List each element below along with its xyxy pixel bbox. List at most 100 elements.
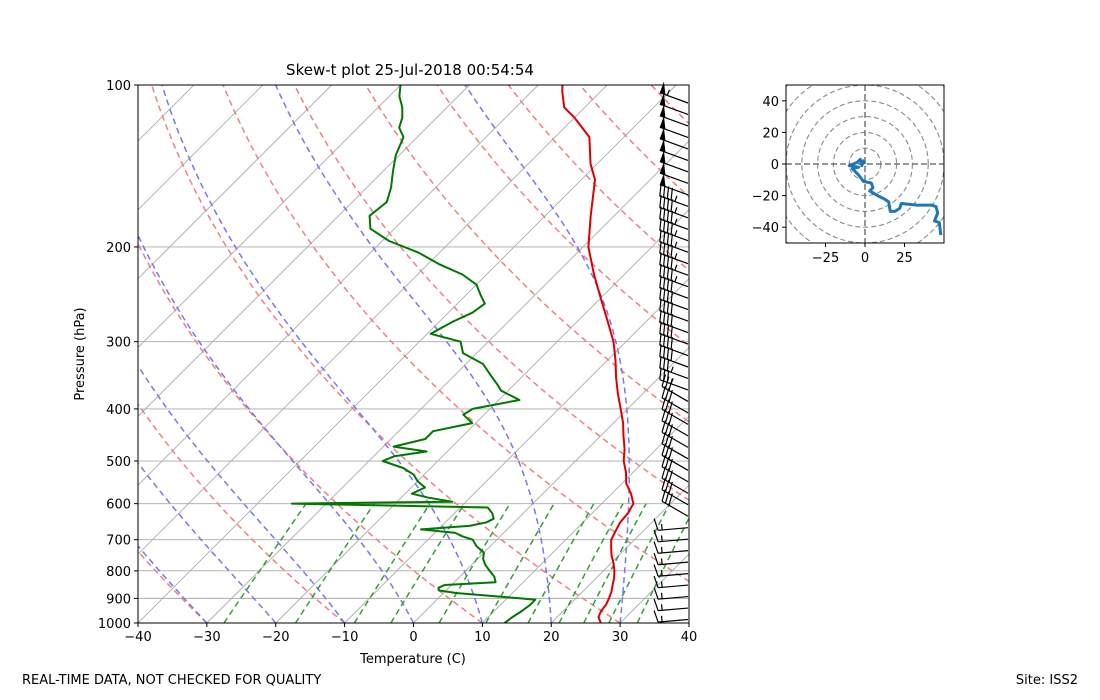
y-tick-label: 900 [106, 592, 131, 607]
skewt-frame [137, 84, 690, 624]
hodograph-y-tick-label: 0 [771, 158, 779, 173]
y-tick-label: 200 [106, 241, 131, 256]
isotherm-line [482, 415, 689, 623]
moist-adiabat-line [138, 364, 346, 623]
wind-barb [661, 408, 689, 437]
wind-barb [661, 420, 689, 448]
wind-barb [653, 529, 689, 543]
x-tick-label: −10 [331, 630, 358, 645]
wind-barb [659, 81, 689, 104]
wind-barb [659, 138, 689, 161]
isotherm-line [0, 85, 56, 623]
dry-adiabat-line [138, 402, 346, 623]
mixing-ratio-line [583, 503, 647, 623]
isotherm-line [138, 85, 677, 623]
dry-adiabat-line [507, 85, 689, 272]
mixing-ratio-line [390, 503, 466, 623]
isotherm-line [138, 85, 264, 211]
dry-adiabat-line [150, 85, 621, 623]
isotherm-line [138, 85, 539, 486]
hodograph-ring [801, 100, 929, 228]
hodograph-trace-group [847, 157, 943, 236]
y-tick-label: 400 [106, 403, 131, 418]
y-tick-label: 1000 [98, 617, 131, 632]
x-tick-label: 0 [409, 630, 417, 645]
wind-barb [661, 374, 689, 402]
hodograph-y-ticks: 40 20 0 −20 −40 [752, 95, 786, 236]
dry-adiabat-line [650, 85, 689, 125]
x-tick-label: −20 [262, 630, 289, 645]
wind-barb [661, 431, 689, 460]
y-tick-label: 100 [106, 79, 131, 94]
x-tick-label: 20 [543, 630, 560, 645]
wind-barb [659, 161, 689, 184]
hodograph-x-tick-label: 0 [861, 251, 869, 266]
hodograph-y-tick-label: −20 [752, 190, 779, 205]
isotherm-line [138, 85, 608, 555]
wind-barb [653, 575, 689, 589]
site-label: Site: ISS2 [1015, 673, 1078, 688]
skewt-title: Skew-t plot 25-Jul-2018 00:54:54 [286, 61, 534, 79]
isotherm-line [138, 85, 401, 349]
mixing-ratio-line [438, 503, 511, 623]
hodograph-y-tick-label: −40 [752, 221, 779, 236]
x-tick-label: −40 [124, 630, 151, 645]
wind-barb [653, 518, 689, 531]
y-tick-label: 600 [106, 498, 131, 513]
dry-adiabat-line [436, 85, 689, 347]
wind-barb [653, 610, 689, 623]
wind-barb [653, 552, 689, 566]
quality-disclaimer: REAL-TIME DATA, NOT CHECKED FOR QUALITY [22, 673, 322, 688]
moist-adiabat-line [161, 85, 484, 623]
dry-adiabat-line [138, 242, 483, 623]
wind-barb [661, 489, 689, 517]
wind-barb [661, 397, 689, 425]
skewt-background-lines [0, 85, 1100, 623]
isotherm-line [550, 484, 689, 623]
x-tick-label: 40 [681, 630, 698, 645]
wind-barb [659, 92, 689, 116]
wind-barb [661, 454, 689, 483]
hodograph-y-tick-label: 40 [762, 95, 779, 110]
isotherm-line [138, 85, 195, 142]
hodograph-x-ticks: −25 0 25 [812, 243, 913, 266]
wind-barb [653, 541, 689, 554]
mixing-ratio-line [294, 503, 375, 623]
isotherm-line [138, 85, 470, 418]
wind-barb [659, 115, 689, 138]
wind-barb [653, 564, 689, 577]
dry-adiabat-line [365, 85, 689, 423]
y-tick-label: 300 [106, 336, 131, 351]
moist-adiabat-line [138, 544, 208, 623]
skewt-data-series [290, 85, 635, 623]
wind-barb [653, 587, 689, 600]
y-tick-label: 700 [106, 534, 131, 549]
x-tick-label: 30 [612, 630, 629, 645]
dewpoint-profile-line [290, 85, 537, 623]
isotherm-line [758, 85, 1100, 623]
wind-barb [661, 385, 689, 414]
mixing-ratio-line [636, 516, 689, 623]
dry-adiabat-line [222, 85, 689, 583]
wind-barb [661, 477, 689, 506]
wind-barb [653, 598, 689, 612]
mixing-ratio-line [353, 503, 431, 623]
wind-barb [659, 150, 689, 173]
skewt-ylabel: Pressure (hPa) [73, 307, 88, 400]
hodograph-x-tick-label: −25 [812, 251, 839, 266]
moist-adiabat-line [138, 233, 415, 623]
isotherm-line [344, 277, 689, 623]
wind-barb [661, 443, 689, 471]
wind-barb [659, 344, 689, 368]
y-tick-label: 800 [106, 565, 131, 580]
skewt-y-ticks: 100 200 300 400 500 600 700 800 900 1000 [98, 79, 138, 632]
wind-barb [661, 466, 689, 494]
x-tick-label: 10 [474, 630, 491, 645]
dry-adiabat-line [138, 550, 208, 623]
wind-barb [659, 241, 689, 265]
wind-barb [659, 104, 689, 127]
temperature-profile-line [561, 85, 635, 623]
x-tick-label: −30 [193, 630, 220, 645]
isotherm-line [688, 622, 689, 623]
hodograph-trace [847, 157, 943, 236]
